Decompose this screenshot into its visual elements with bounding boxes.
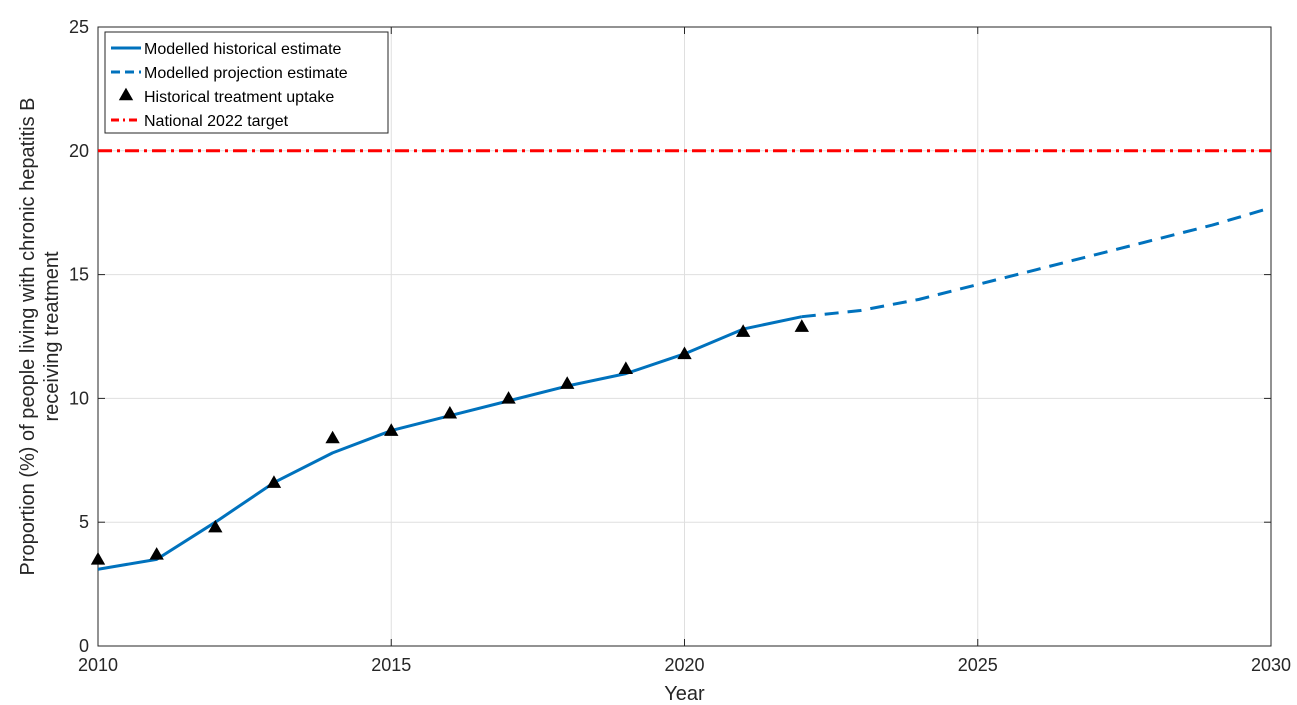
uptake-point [208, 519, 223, 533]
x-tick-label: 2030 [1251, 655, 1291, 675]
uptake-point [677, 346, 692, 360]
uptake-point [501, 391, 516, 404]
legend-marker [118, 87, 134, 101]
y-axis-label-line-2: receiving treatment [41, 251, 63, 422]
y-tick-label: 25 [69, 17, 89, 37]
y-axis-label-line-1: Proportion (%) of people living with chr… [17, 97, 39, 575]
x-tick-label: 2015 [371, 655, 411, 675]
uptake-point [560, 376, 575, 389]
uptake-point [384, 423, 399, 436]
uptake-point [90, 552, 106, 565]
legend-box [104, 31, 389, 134]
x-tick-label: 2025 [958, 655, 998, 675]
x-tick-label: 2010 [78, 655, 118, 675]
legend-label: Historical treatment uptake [144, 89, 334, 106]
markers [90, 319, 809, 565]
legend-label: Modelled projection estimate [144, 65, 348, 82]
projection-estimate-line [801, 206, 1271, 319]
uptake-point [266, 475, 282, 488]
y-tick-label: 15 [69, 265, 89, 285]
legend-label: National 2022 target [144, 113, 289, 130]
y-tick-label: 5 [79, 512, 89, 532]
x-axis-label: Year [664, 683, 705, 705]
uptake-point [618, 361, 634, 374]
y-tick-label: 10 [69, 388, 89, 408]
legend-label: Modelled historical estimate [144, 41, 342, 58]
uptake-point [325, 430, 340, 444]
uptake-point [442, 405, 458, 419]
y-tick-label: 20 [69, 141, 89, 161]
uptake-point [794, 319, 809, 332]
y-tick-label: 0 [79, 636, 89, 656]
legend: Modelled historical estimate Modelled pro… [104, 31, 389, 134]
x-tick-label: 2020 [664, 655, 704, 675]
labels: Year Proportion (%) of people living wit… [17, 97, 705, 705]
uptake-point [735, 324, 751, 337]
uptake-point [149, 547, 164, 560]
